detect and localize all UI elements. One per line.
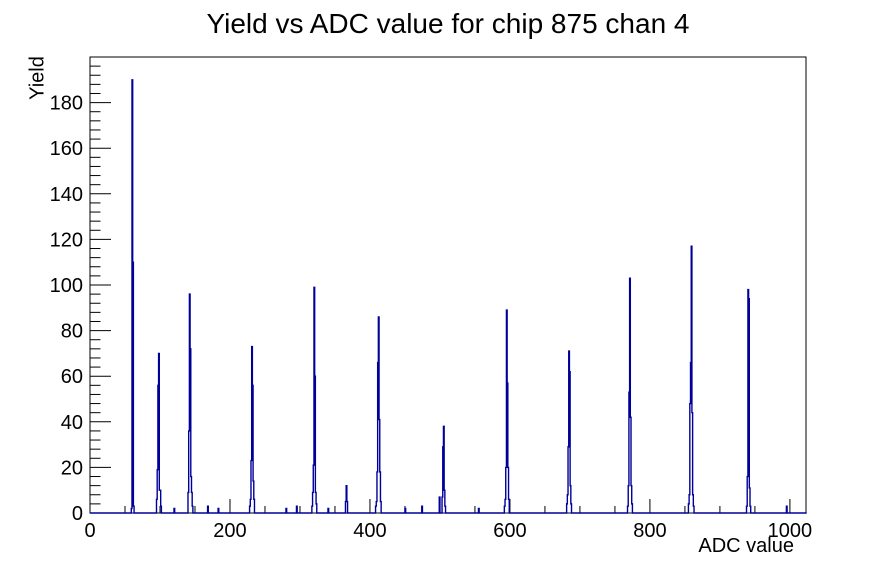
y-tick-label: 60 bbox=[61, 366, 83, 388]
x-tick-label: 600 bbox=[493, 520, 526, 542]
y-tick-label: 180 bbox=[50, 93, 83, 115]
y-tick-label: 100 bbox=[50, 275, 83, 297]
x-axis-title: ADC value bbox=[698, 535, 794, 557]
y-tick-label: 40 bbox=[61, 412, 83, 434]
y-tick-label: 140 bbox=[50, 184, 83, 206]
x-tick-label: 400 bbox=[353, 520, 386, 542]
x-tick-label: 0 bbox=[84, 520, 95, 542]
x-tick-label: 200 bbox=[213, 520, 246, 542]
plot-frame bbox=[89, 56, 807, 514]
y-tick-label: 0 bbox=[72, 503, 83, 525]
y-tick-label: 80 bbox=[61, 321, 83, 343]
y-tick-label: 120 bbox=[50, 229, 83, 251]
chart-title: Yield vs ADC value for chip 875 chan 4 bbox=[206, 8, 690, 39]
y-tick-label: 160 bbox=[50, 138, 83, 160]
x-tick-label: 800 bbox=[633, 520, 666, 542]
x-tick-label: 1000 bbox=[768, 520, 813, 542]
y-tick-label: 20 bbox=[61, 457, 83, 479]
histogram-line bbox=[90, 79, 807, 514]
